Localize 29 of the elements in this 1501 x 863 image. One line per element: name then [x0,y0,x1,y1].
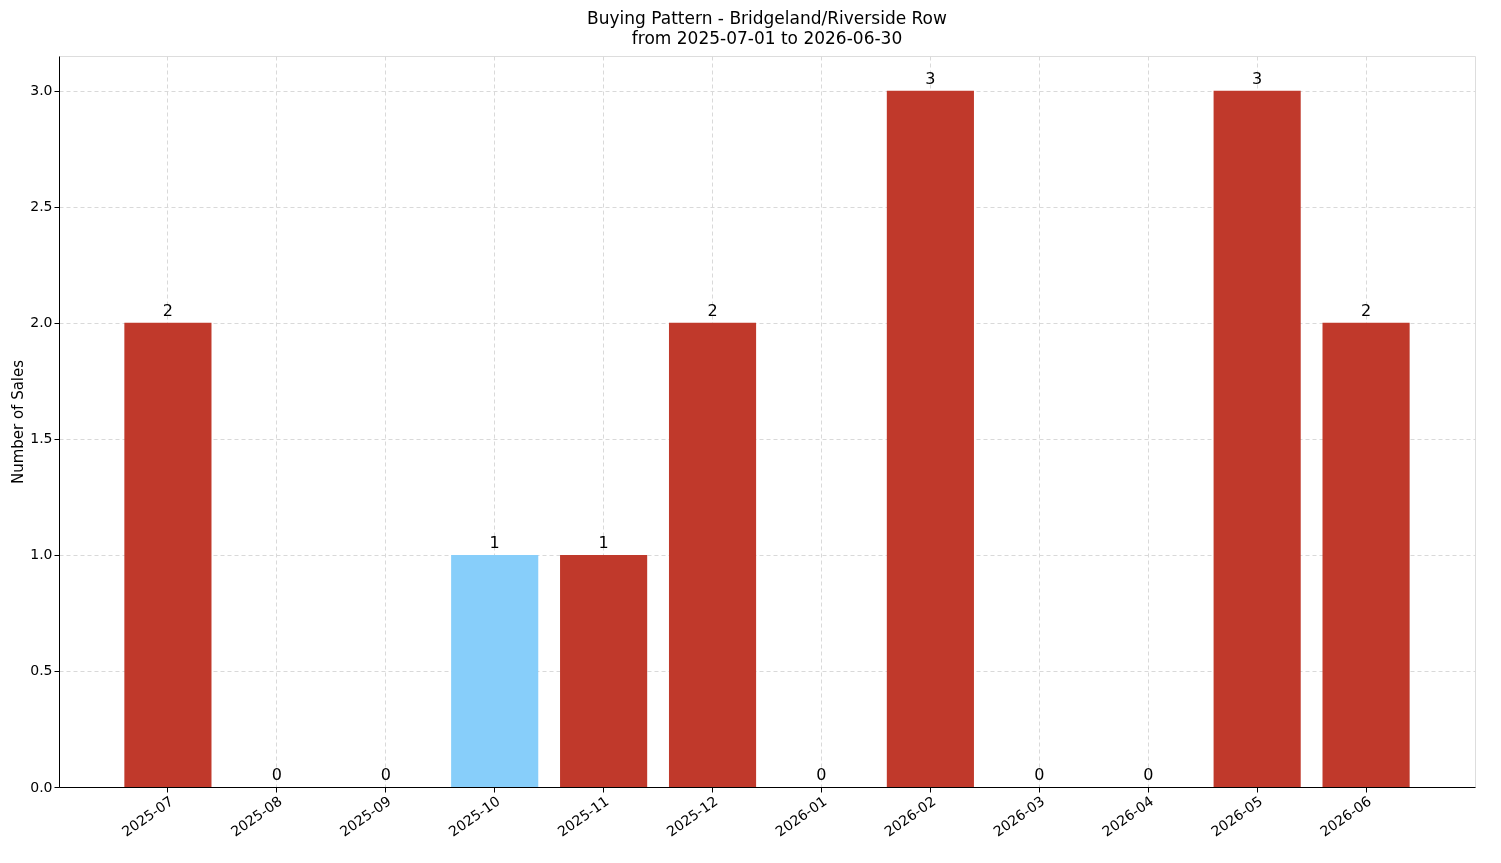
y-tick-label: 0.5 [30,662,53,679]
chart-subtitle: from 2025-07-01 to 2026-06-30 [631,28,903,48]
data-label: 2 [162,300,174,320]
y-tick-label: 0.0 [30,778,53,795]
data-label: 3 [925,68,936,88]
bar [1322,322,1410,787]
data-label: 0 [1034,765,1045,784]
bar [451,554,539,787]
bar [886,90,974,787]
data-label: 0 [271,765,282,784]
y-tick-label: 1.5 [30,430,53,447]
bar [1213,90,1301,787]
data-label: 2 [707,300,718,320]
data-label: 1 [598,532,609,552]
data-label: 3 [1252,68,1263,88]
data-label: 0 [816,765,827,784]
data-label: 2 [1360,300,1372,320]
y-axis-title: Number of Sales [9,359,28,485]
y-tick-label: 2.5 [30,198,53,215]
bar [124,322,212,787]
y-tick-label: 3.0 [30,82,53,99]
bar [560,554,648,787]
data-label: 1 [489,532,500,552]
chart-title: Buying Pattern - Bridgeland/Riverside Row [587,8,947,28]
data-label: 0 [380,765,391,784]
y-tick-label: 2.0 [30,314,53,331]
bar [668,322,757,787]
y-tick-label: 1.0 [30,546,53,563]
data-label: 0 [1143,765,1154,784]
